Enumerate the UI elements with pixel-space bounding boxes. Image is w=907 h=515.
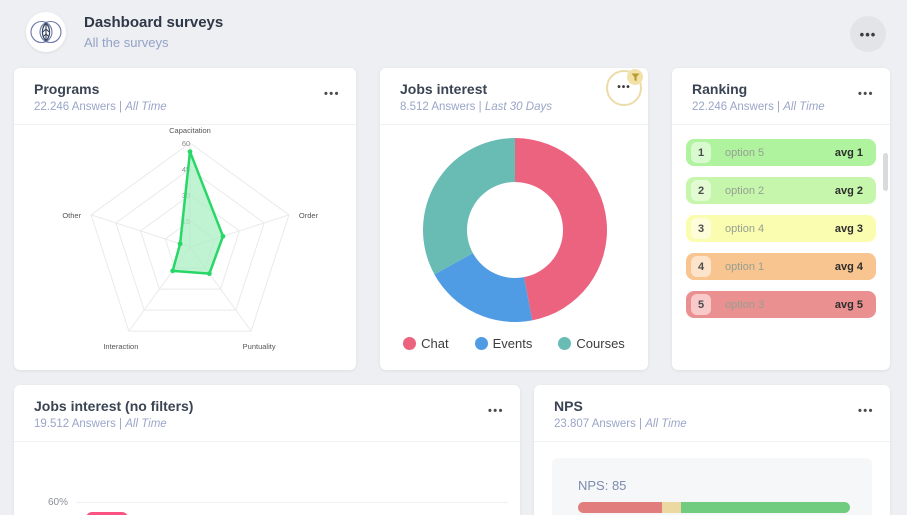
rank-number-badge: 4 xyxy=(691,256,711,277)
radar-axis-label: Capacitation xyxy=(169,126,211,135)
rank-avg-value: avg 5 xyxy=(834,298,863,311)
nps-segment xyxy=(578,502,663,513)
rank-avg-value: avg 1 xyxy=(834,146,863,159)
gridline xyxy=(76,502,508,503)
radar-chart: 15304560CapacitationOrderPuntualityInter… xyxy=(62,126,319,351)
rank-avg-value: avg 2 xyxy=(834,184,863,197)
header-menu-button[interactable]: ••• xyxy=(850,16,886,52)
radar-axis-label: Other xyxy=(62,211,81,220)
rank-option-label: option 5 xyxy=(725,146,765,159)
card-ranking: Ranking 22.246 Answers | All Time ••• 1 o… xyxy=(672,68,890,370)
card-menu-filter-button[interactable]: ••• xyxy=(606,69,643,106)
rank-option-label: option 4 xyxy=(725,222,765,235)
donut-slice-courses[interactable] xyxy=(423,138,515,275)
card-subtitle: 22.246 Answers | All Time xyxy=(34,101,167,113)
ranking-list: 1 option 5 avg 1 2 option 2 avg 2 3 option 4 avg… xyxy=(672,125,890,318)
ranking-row: 3 option 4 avg 3 xyxy=(686,215,876,242)
donut-slice-chat[interactable] xyxy=(515,138,607,321)
nps-panel: NPS: 85 xyxy=(552,458,872,515)
rank-avg-value: avg 3 xyxy=(834,222,863,235)
legend-dot-icon xyxy=(474,337,488,350)
legend-label: Courses xyxy=(576,336,625,351)
card-subtitle: 8.512 Answers | Last 30 Days xyxy=(400,101,552,113)
legend-dot-icon xyxy=(558,337,572,350)
leaf-venn-logo-icon xyxy=(30,20,62,44)
card-programs: Programs 22.246 Answers | All Time ••• 1… xyxy=(14,68,356,370)
card-jobs-header: Jobs interest 8.512 Answers | Last 30 Da… xyxy=(380,68,648,125)
card-title: Programs xyxy=(34,81,100,97)
nps-segment xyxy=(681,502,850,513)
legend-item-courses[interactable]: Courses xyxy=(558,336,625,351)
card-menu-button[interactable]: ••• xyxy=(858,84,874,102)
donut-slice-events[interactable] xyxy=(434,253,533,322)
card-nps-header: NPS 23.807 Answers | All Time ••• xyxy=(534,385,890,442)
card-subtitle: 22.246 Answers | All Time xyxy=(692,101,825,113)
app-header: Dashboard surveys All the surveys ••• xyxy=(0,0,907,64)
donut-chart xyxy=(423,138,607,322)
legend-item-events[interactable]: Events xyxy=(474,336,533,351)
ranking-row: 5 option 3 avg 5 xyxy=(686,291,876,318)
card-title: Ranking xyxy=(692,81,748,97)
card-menu-button[interactable]: ••• xyxy=(488,401,504,419)
svg-text:45: 45 xyxy=(182,165,190,174)
card-jobs-interest-no-filters: Jobs interest (no filters) 19.512 Answer… xyxy=(14,385,520,515)
nps-segment xyxy=(662,502,682,513)
ranking-row: 4 option 1 avg 4 xyxy=(686,253,876,280)
card-programs-header: Programs 22.246 Answers | All Time ••• xyxy=(14,68,356,125)
nps-score-label: NPS: 85 xyxy=(578,478,627,493)
rank-avg-value: avg 4 xyxy=(834,260,863,273)
card-jobs-interest: Jobs interest 8.512 Answers | Last 30 Da… xyxy=(380,68,648,370)
bar[interactable] xyxy=(86,512,128,515)
funnel-filter-icon xyxy=(630,72,640,81)
radar-axis-label: Interaction xyxy=(103,342,138,351)
legend-item-chat[interactable]: Chat xyxy=(403,336,449,351)
card-nps: NPS 23.807 Answers | All Time ••• NPS: 8… xyxy=(534,385,890,515)
card-title: Jobs interest xyxy=(400,81,488,97)
ranking-row: 1 option 5 avg 1 xyxy=(686,139,876,166)
card-ranking-header: Ranking 22.246 Answers | All Time ••• xyxy=(672,68,890,125)
scrollbar-thumb[interactable] xyxy=(883,153,888,191)
card-menu-button[interactable]: ••• xyxy=(324,84,340,102)
legend-label: Chat xyxy=(421,336,449,351)
rank-number-badge: 5 xyxy=(691,294,711,315)
nps-gauge-bar xyxy=(578,502,850,513)
card-subtitle: 19.512 Answers | All Time xyxy=(34,418,167,430)
card-title: NPS xyxy=(554,398,583,414)
ranking-row: 2 option 2 avg 2 xyxy=(686,177,876,204)
card-menu-button[interactable]: ••• xyxy=(858,401,874,419)
legend-label: Events xyxy=(492,336,533,351)
card-subtitle: 23.807 Answers | All Time xyxy=(554,418,687,430)
ellipsis-icon: ••• xyxy=(323,88,340,100)
app-logo[interactable] xyxy=(26,12,66,52)
card-jobs2-header: Jobs interest (no filters) 19.512 Answer… xyxy=(14,385,520,442)
ellipsis-icon: ••• xyxy=(487,405,504,417)
rank-option-label: option 1 xyxy=(725,260,765,273)
ellipsis-icon: ••• xyxy=(857,405,874,417)
svg-text:60: 60 xyxy=(182,139,190,148)
rank-option-label: option 3 xyxy=(725,298,765,311)
bar-chart: 60%45% xyxy=(14,442,520,515)
page-subtitle: All the surveys xyxy=(84,35,169,50)
ellipsis-icon: ••• xyxy=(617,82,631,93)
donut-legend: Chat Events Courses xyxy=(380,336,648,351)
rank-option-label: option 2 xyxy=(725,184,765,197)
ellipsis-icon: ••• xyxy=(859,26,877,42)
card-title: Jobs interest (no filters) xyxy=(34,398,194,414)
y-axis-tick-label: 60% xyxy=(47,497,68,508)
page-title: Dashboard surveys xyxy=(84,14,224,31)
radar-axis-label: Order xyxy=(299,211,319,220)
rank-number-badge: 3 xyxy=(691,218,711,239)
filter-badge xyxy=(627,69,643,85)
rank-number-badge: 2 xyxy=(691,180,711,201)
ellipsis-icon: ••• xyxy=(857,88,874,100)
legend-dot-icon xyxy=(403,337,417,350)
rank-number-badge: 1 xyxy=(691,142,711,163)
radar-axis-label: Puntuality xyxy=(243,342,276,351)
